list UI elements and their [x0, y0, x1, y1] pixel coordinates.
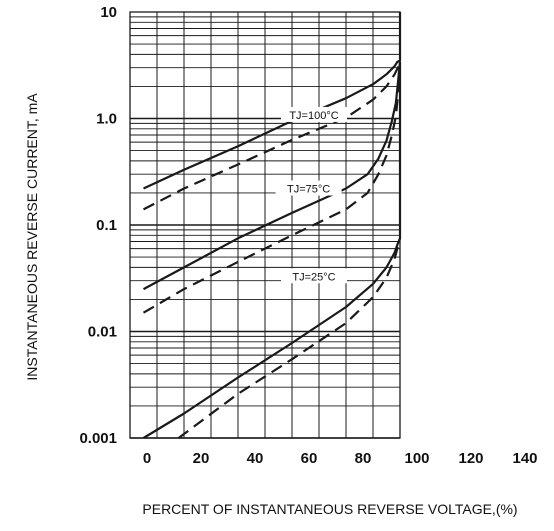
x-tick-label: 140	[512, 450, 537, 467]
x-tick-label: 100	[404, 450, 429, 467]
curve-series	[142, 12, 402, 439]
curve-label-bg	[281, 106, 347, 122]
series-25-dashed	[177, 238, 402, 439]
series-75-dashed	[142, 74, 402, 314]
curve-labels: TJ=100°C TJ=75°C TJ=25°C	[275, 106, 347, 284]
y-tick-label: 0.001	[79, 430, 117, 447]
x-axis-title: PERCENT OF INSTANTANEOUS REVERSE VOLTAGE…	[142, 501, 517, 517]
series-75-solid	[142, 61, 402, 291]
curve-label-100: TJ=100°C	[289, 110, 338, 122]
curve-label-bg	[275, 180, 342, 196]
series-100-dashed	[142, 62, 401, 211]
series-25-solid	[142, 61, 402, 439]
curve-label-bg	[281, 268, 347, 284]
curve-label-75: TJ=75°C	[287, 184, 330, 196]
x-tick-label: 0	[143, 450, 151, 467]
y-tick-label: 1.0	[96, 111, 117, 128]
y-tick-label: 0.1	[96, 217, 117, 234]
y-axis-title: INSTANTANEOUS REVERSE CURRENT, mA	[24, 93, 40, 381]
tick-labels: 0 20 40 60 80 100 120 140 0.001 0.01 0.1 1.0 10	[79, 4, 537, 467]
x-tick-label: 60	[301, 450, 318, 467]
y-tick-label: 10	[100, 4, 117, 21]
x-tick-label: 20	[193, 450, 210, 467]
x-tick-label: 40	[247, 450, 264, 467]
y-tick-label: 0.01	[88, 324, 117, 341]
series-100-solid	[143, 12, 402, 190]
x-tick-label: 80	[355, 450, 372, 467]
curve-label-25: TJ=25°C	[292, 271, 335, 283]
x-tick-label: 120	[458, 450, 483, 467]
